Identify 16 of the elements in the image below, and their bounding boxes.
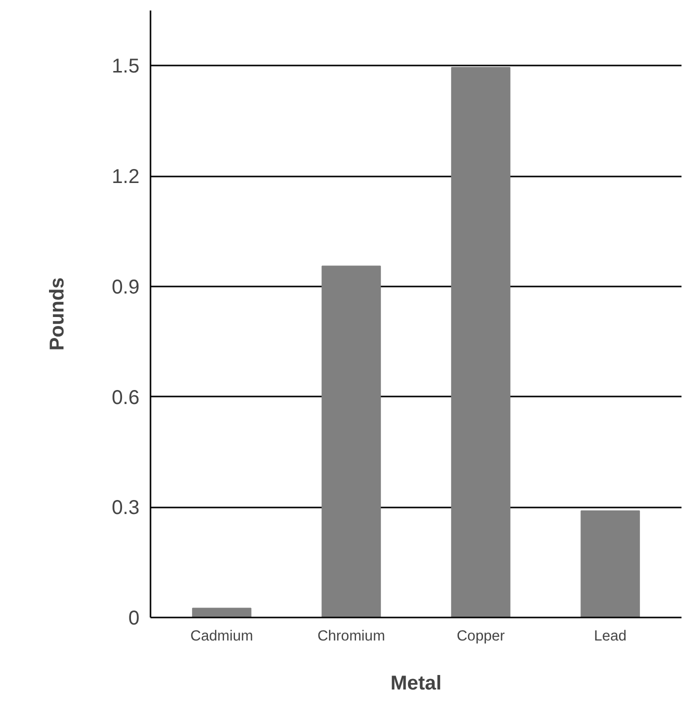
y-tick-label: 0 [128,608,140,630]
bar [192,608,252,618]
x-tick-label: Cadmium [190,628,254,644]
y-tick-label: 0.9 [112,276,140,298]
x-tick-label: Copper [456,628,505,644]
y-tick-label: 0.3 [112,497,140,520]
y-axis-title: Pounds [46,277,69,351]
y-tick-label: 1.5 [112,56,140,78]
bar [322,266,381,618]
x-tick-label: Chromium [317,628,386,644]
x-axis-title: Metal [390,672,442,694]
bar [580,510,640,618]
y-tick-label: 1.2 [112,166,140,188]
bar [451,67,510,618]
x-tick-label: Lead [594,628,627,644]
y-tick-label: 0.6 [112,386,140,409]
